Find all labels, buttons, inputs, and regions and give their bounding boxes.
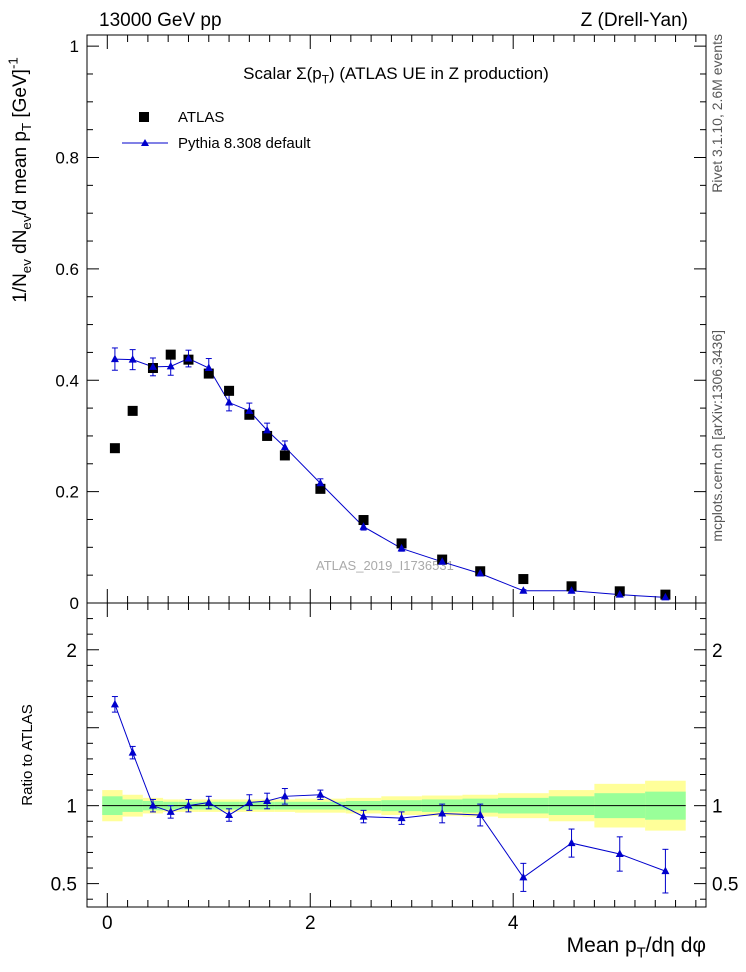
ratio-y-tick-label-right: 2 — [712, 641, 723, 662]
ratio-point — [184, 801, 193, 809]
atlas-point — [315, 483, 326, 494]
atlas-point — [109, 443, 120, 454]
legend-pythia-label: Pythia 8.308 default — [178, 135, 311, 152]
main-y-tick-label: 1 — [70, 37, 79, 56]
ratio-panel-frame — [86, 602, 707, 908]
ratio-point — [148, 801, 157, 809]
ratio-y-tick-label: 2 — [66, 641, 77, 662]
energy-label: 13000 GeV pp — [99, 10, 222, 31]
pythia-point — [316, 478, 325, 487]
pythia-point — [263, 425, 272, 434]
main-x-ticks — [106, 35, 697, 603]
atlas-point — [262, 430, 273, 441]
pythia-point — [567, 586, 576, 594]
ratio-point — [110, 699, 119, 708]
analysis-watermark: ATLAS_2019_I1736531 — [316, 558, 454, 573]
ratio-y-tick-label: 0.5 — [51, 875, 77, 896]
pythia-point — [519, 586, 528, 594]
ratio-y-axis-label: Ratio to ATLAS — [19, 704, 36, 805]
pythia-point — [148, 362, 157, 370]
pythia-point — [615, 590, 624, 598]
legend-atlas-label: ATLAS — [178, 109, 224, 126]
ratio-point — [225, 810, 234, 819]
pythia-point — [245, 406, 254, 414]
ratio-point — [438, 808, 447, 817]
legend-pythia-marker — [141, 139, 149, 146]
atlas-point — [203, 368, 214, 379]
main-y-tick-label: 0.6 — [55, 260, 79, 279]
ratio-point — [166, 807, 175, 815]
pythia-point — [204, 363, 213, 372]
pythia-point — [661, 592, 670, 601]
ratio-point — [204, 798, 213, 806]
main-y-tick-label: 0.4 — [55, 371, 79, 390]
ratio-point — [280, 791, 289, 800]
ratio-point — [476, 810, 485, 819]
legend: ATLAS Pythia 8.308 default — [122, 109, 311, 152]
pythia-point — [184, 354, 193, 362]
ratio-point — [128, 748, 137, 756]
pythia-point — [476, 568, 485, 577]
ratio-point — [567, 838, 576, 847]
main-y-tick-label: 0 — [70, 594, 79, 613]
main-panel: 0 0.2 0.4 0.6 0.8 1 ATLAS_2019_I1736531 — [55, 34, 707, 613]
ratio-uncertainty-bands — [102, 780, 686, 831]
legend-atlas-marker — [139, 112, 149, 122]
ratio-point — [316, 790, 325, 798]
ratio-point — [615, 849, 624, 857]
main-y-axis: 0 0.2 0.4 0.6 0.8 1 — [55, 37, 706, 613]
atlas-point — [358, 515, 369, 526]
ratio-y-tick-label-right: 1 — [712, 797, 723, 818]
atlas-point — [396, 538, 407, 549]
mcplots-source-label: mcplots.cern.ch [arXiv:1306.3436] — [709, 330, 725, 542]
rivet-version-label: Rivet 3.1.10, 2.6M events — [709, 34, 725, 193]
atlas-point — [224, 385, 235, 396]
atlas-point — [127, 405, 138, 416]
x-tick-label: 2 — [305, 913, 316, 934]
pythia-point — [359, 522, 368, 530]
atlas-point — [279, 450, 290, 461]
ratio-point — [245, 798, 254, 806]
pythia-point — [166, 361, 175, 370]
ratio-point — [519, 872, 528, 881]
ratio-point — [359, 812, 368, 820]
ratio-axes: 0.5 0.5 1 1 2 2 0 2 4 — [51, 603, 738, 934]
atlas-point — [165, 349, 176, 360]
atlas-point — [244, 409, 255, 420]
x-tick-label: 4 — [508, 913, 519, 934]
ratio-point — [397, 813, 406, 822]
pythia-point — [438, 557, 447, 565]
main-y-axis-label: 1/Nev​ dNev​/d mean pT​ [GeV]-1​ — [5, 57, 33, 303]
ratio-panel: 0.5 0.5 1 1 2 2 0 2 4 — [51, 602, 738, 934]
plot-title: Scalar Σ(pT​) (ATLAS UE in Z production) — [243, 64, 549, 86]
pythia-point — [225, 398, 234, 406]
pythia-point — [128, 355, 137, 363]
ratio-point — [263, 796, 272, 804]
pythia-point — [110, 354, 119, 363]
ratio-data-marks — [110, 696, 670, 894]
main-y-tick-label: 0.2 — [55, 483, 79, 502]
x-tick-label: 0 — [102, 913, 113, 934]
atlas-point — [518, 574, 529, 585]
process-label: Z (Drell-Yan) — [581, 10, 688, 31]
main-data-marks — [109, 347, 671, 601]
ratio-point — [661, 866, 670, 875]
main-y-tick-label: 0.8 — [55, 149, 79, 168]
pythia-point — [280, 442, 289, 451]
ratio-y-tick-label-right: 0.5 — [712, 875, 738, 896]
pythia-point — [397, 543, 406, 552]
ratio-y-tick-label: 1 — [66, 797, 77, 818]
x-axis-label: Mean pT​/dη dφ — [567, 934, 706, 961]
